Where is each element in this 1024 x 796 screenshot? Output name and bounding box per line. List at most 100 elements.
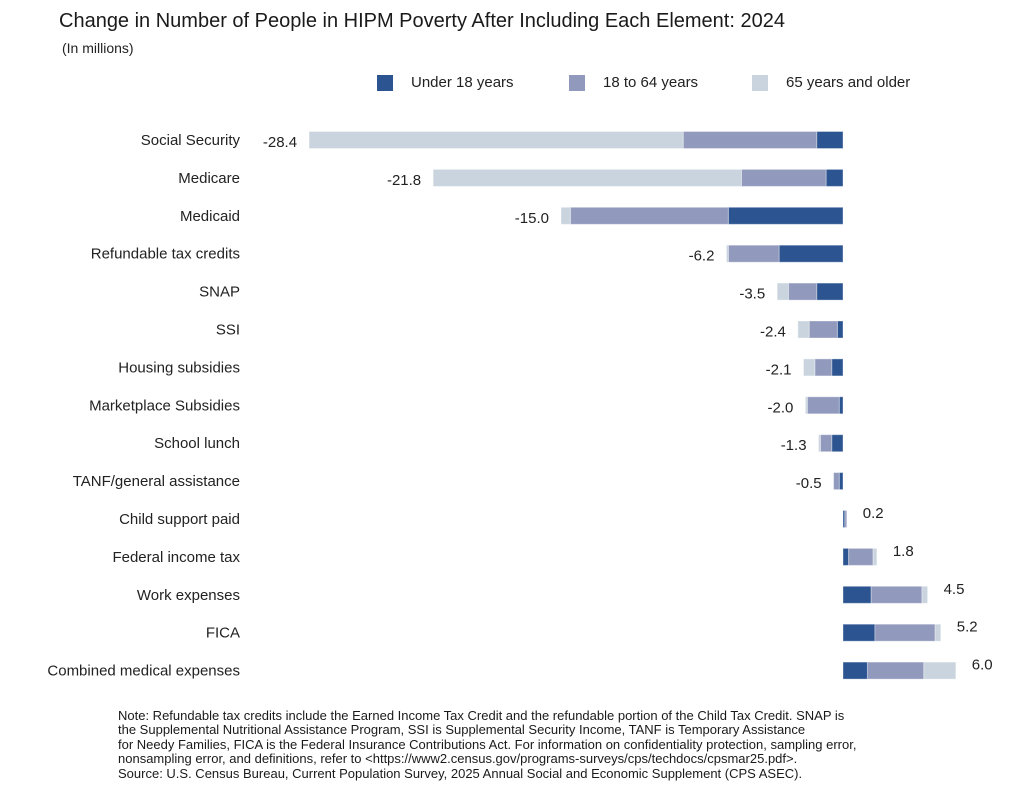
bar-segment-age-18-64 <box>682 131 818 149</box>
bar-group: Federal income tax 1.8 <box>112 543 914 566</box>
bar-segment-age-65-plus <box>872 547 878 566</box>
bar-segment-age-18-64 <box>819 434 833 453</box>
bar-segment-age-18-64 <box>833 472 840 491</box>
legend-item-65-plus: 65 years and older <box>752 74 910 91</box>
chart-note: Note: Refundable tax credits include the… <box>118 708 998 781</box>
total-value-label: -0.5 <box>796 475 822 492</box>
bar-segment-age-18-64 <box>808 320 838 339</box>
total-value-label: -2.4 <box>760 324 786 341</box>
stacked-bar-chart: Social Security -28.4 Medicare -21.8 Medicai… <box>47 131 993 680</box>
legend-item-18-64: 18 to 64 years <box>569 74 698 91</box>
bar-segment-age-65-plus <box>934 623 942 642</box>
bar-segment-age-65-plus <box>804 396 808 415</box>
legend: Under 18 years 18 to 64 years 65 years a… <box>0 74 1024 94</box>
total-value-label: -6.2 <box>689 248 715 265</box>
bar-segment-age-18-64 <box>866 661 925 680</box>
bar-group: Social Security -28.4 <box>141 131 844 151</box>
bar-segment-age-18-64 <box>870 585 923 604</box>
category-label: Refundable tax credits <box>91 246 240 263</box>
legend-label-under-18: Under 18 years <box>411 74 514 91</box>
bar-segment-under-18 <box>842 585 872 604</box>
category-label: School lunch <box>154 435 240 452</box>
bar-group: Refundable tax credits -6.2 <box>91 244 844 265</box>
bar-group: Combined medical expenses 6.0 <box>47 657 993 680</box>
bar-segment-age-65-plus <box>725 244 729 263</box>
category-label: Housing subsidies <box>118 359 240 376</box>
bar-segment-age-18-64 <box>740 168 827 187</box>
bar-segment-age-65-plus <box>432 168 742 187</box>
bar-segment-age-65-plus <box>803 358 816 377</box>
total-value-label: 5.2 <box>957 619 978 636</box>
category-label: FICA <box>206 625 240 642</box>
total-value-label: -28.4 <box>263 134 297 151</box>
category-label: TANF/general assistance <box>73 473 240 490</box>
bar-segment-under-18 <box>816 282 844 301</box>
bar-group: FICA 5.2 <box>206 619 978 642</box>
bar-segment-under-18 <box>831 434 844 453</box>
category-label: Child support paid <box>119 511 240 528</box>
bar-segment-under-18 <box>842 547 850 566</box>
category-label: Medicaid <box>180 208 240 225</box>
bar-segment-age-65-plus <box>776 282 789 301</box>
category-label: Medicare <box>178 170 240 187</box>
note-line: the Supplemental Nutritional Assistance … <box>118 722 806 738</box>
bar-segment-under-18 <box>842 623 876 642</box>
bar-segment-under-18 <box>727 206 844 225</box>
total-value-label: -2.1 <box>766 361 792 378</box>
bar-segment-age-65-plus <box>560 206 571 225</box>
total-value-label: 4.5 <box>944 581 965 598</box>
bar-segment-under-18 <box>838 472 844 491</box>
bar-segment-age-18-64 <box>569 206 729 225</box>
bar-segment-under-18 <box>778 244 844 263</box>
bar-segment-age-18-64 <box>727 244 780 263</box>
category-label: Federal income tax <box>112 549 240 566</box>
bar-group: TANF/general assistance -0.5 <box>73 472 844 492</box>
legend-swatch-65-plus <box>752 74 768 91</box>
bar-segment-age-18-64 <box>874 623 936 642</box>
total-value-label: -21.8 <box>387 172 421 189</box>
bar-segment-age-65-plus <box>923 661 957 680</box>
bar-segment-age-65-plus <box>921 585 929 604</box>
bar-group: SNAP -3.5 <box>199 282 844 303</box>
bar-segment-age-18-64 <box>848 547 874 566</box>
bar-segment-under-18 <box>842 661 868 680</box>
bar-group: Medicare -21.8 <box>178 168 844 189</box>
category-label: Work expenses <box>137 587 240 604</box>
category-label: SSI <box>216 322 240 339</box>
bar-group: Work expenses 4.5 <box>137 581 965 604</box>
note-line: nonsampling error, and definitions, refe… <box>118 751 798 767</box>
chart-title: Change in Number of People in HIPM Pover… <box>59 10 785 32</box>
total-value-label: -3.5 <box>739 286 765 303</box>
bar-group: Housing subsidies -2.1 <box>118 358 844 378</box>
legend-swatch-18-64 <box>569 74 585 91</box>
bar-segment-under-18 <box>838 396 844 415</box>
chart-subtitle: (In millions) <box>62 40 134 56</box>
legend-label-65-plus: 65 years and older <box>786 74 911 91</box>
bar-segment-under-18 <box>831 358 844 377</box>
bar-segment-under-18 <box>816 131 844 149</box>
bar-segment-age-18-64 <box>844 510 848 528</box>
bar-segment-age-65-plus <box>818 434 821 453</box>
total-value-label: -2.0 <box>768 399 794 416</box>
bar-segment-age-65-plus <box>308 131 684 149</box>
note-line: Note: Refundable tax credits include the… <box>118 708 845 723</box>
bar-segment-age-65-plus <box>797 320 810 339</box>
legend-swatch-under-18 <box>377 74 393 91</box>
note-line: for Needy Families, FICA is the Federal … <box>118 736 857 752</box>
bar-segment-under-18 <box>836 320 844 339</box>
bar-group: School lunch -1.3 <box>154 434 844 454</box>
legend-item-under-18: Under 18 years <box>377 74 514 91</box>
total-value-label: 6.0 <box>972 657 993 674</box>
bar-group: Child support paid 0.2 <box>119 505 884 528</box>
bar-segment-age-18-64 <box>787 282 818 301</box>
category-label: Social Security <box>141 132 241 149</box>
bar-segment-age-18-64 <box>814 358 833 377</box>
total-value-label: -1.3 <box>781 437 807 454</box>
total-value-label: 1.8 <box>893 543 914 560</box>
bar-group: Marketplace Subsidies -2.0 <box>89 396 844 416</box>
bar-segment-age-18-64 <box>806 396 840 415</box>
category-label: Marketplace Subsidies <box>89 397 240 414</box>
total-value-label: -15.0 <box>515 210 549 227</box>
total-value-label: 0.2 <box>863 505 884 522</box>
legend-label-18-64: 18 to 64 years <box>603 74 699 91</box>
